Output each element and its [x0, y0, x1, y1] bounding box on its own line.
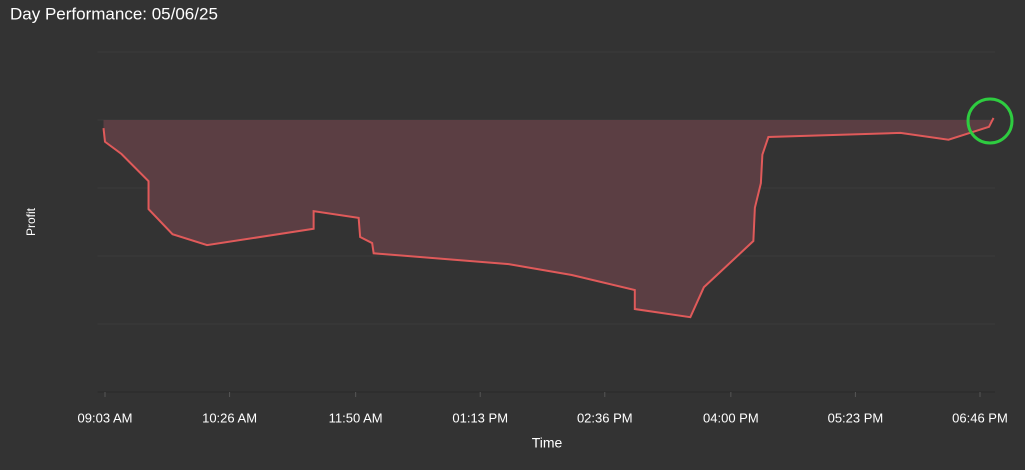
x-tick-label: 06:46 PM — [952, 410, 1008, 425]
x-tick-label: 04:00 PM — [703, 410, 759, 425]
x-tick-label: 02:36 PM — [577, 410, 633, 425]
plot: 09:03 AM 10:26 AM 11:50 AM 01:13 PM 02:36 PM… — [78, 51, 1008, 425]
x-tick-label: 09:03 AM — [78, 410, 133, 425]
x-tick-label: 01:13 PM — [452, 410, 508, 425]
x-axis-title: Time — [532, 435, 563, 451]
x-tick-label: 11:50 AM — [329, 410, 383, 425]
chart-title: Day Performance: 05/06/25 — [10, 4, 218, 23]
highlight-circle — [966, 97, 1014, 145]
x-tick-label: 10:26 AM — [202, 410, 257, 425]
area-fill — [103, 117, 994, 318]
y-axis-title: Profit — [24, 207, 38, 236]
x-tick-label: 05:23 PM — [828, 410, 884, 425]
profit-line — [102, 117, 995, 319]
